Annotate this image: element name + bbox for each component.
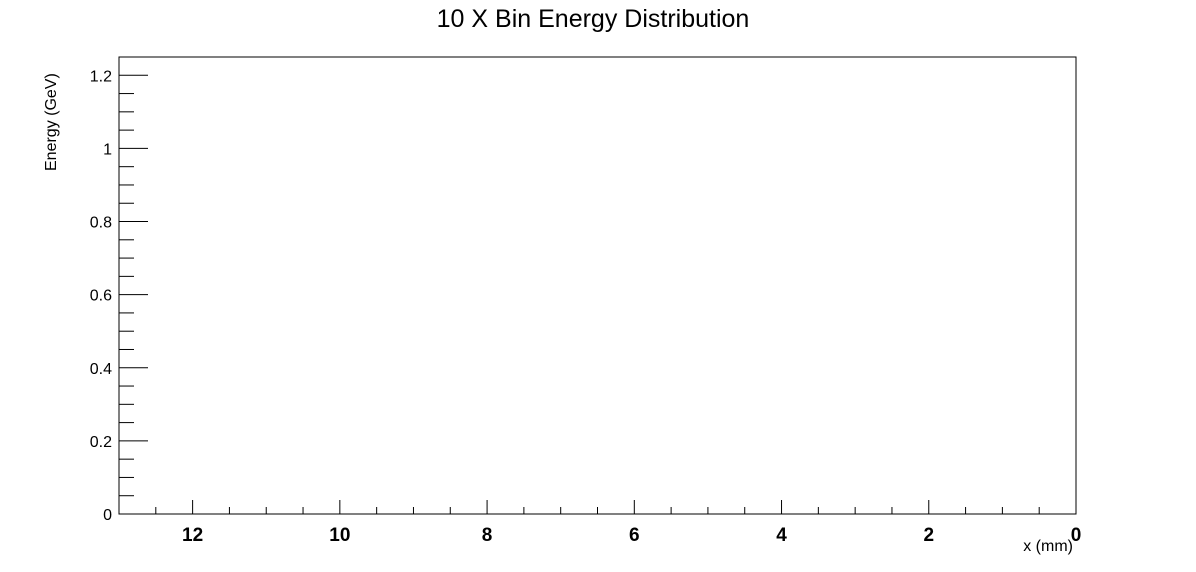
x-tick-label: 0	[1071, 525, 1082, 546]
y-tick-label: 0.6	[90, 288, 112, 305]
x-axis-title: x (mm)	[1023, 538, 1073, 555]
x-tick-label: 12	[182, 525, 203, 546]
plot-frame	[118, 56, 1077, 515]
x-tick-label: 8	[482, 525, 493, 546]
y-tick-label: 0.4	[90, 361, 112, 378]
x-axis-ticks	[155, 500, 1077, 514]
y-tick-label: 0	[103, 507, 112, 524]
chart-title: 10 X Bin Energy Distribution	[437, 5, 750, 33]
y-tick-label: 1	[103, 141, 112, 158]
y-axis-tick-labels: 0 0.2 0.4 0.6 0.8 1 1.2	[90, 68, 112, 524]
y-axis-title: Energy (GeV)	[43, 73, 60, 171]
x-tick-label: 2	[923, 525, 934, 546]
y-tick-label: 0.8	[90, 215, 112, 232]
x-tick-label: 4	[776, 525, 787, 546]
y-tick-label: 0.2	[90, 434, 112, 451]
y-axis-ticks	[119, 74, 148, 515]
y-tick-label: 1.2	[90, 68, 112, 85]
x-axis-tick-labels: 12 10 8 6 4 2 0	[182, 525, 1081, 546]
x-tick-label: 10	[329, 525, 350, 546]
x-tick-label: 6	[629, 525, 640, 546]
